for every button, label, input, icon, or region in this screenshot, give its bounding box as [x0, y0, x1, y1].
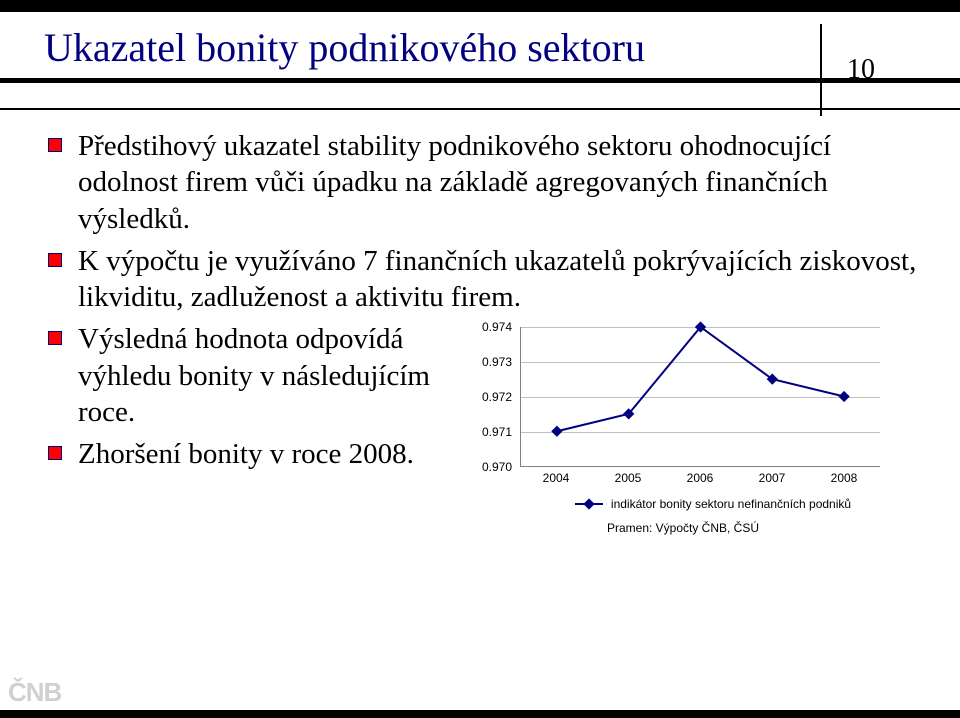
- x-tick-label: 2007: [759, 471, 786, 485]
- y-tick-label: 0.971: [482, 425, 512, 439]
- bullet-text: Zhoršení bonity v roce 2008.: [78, 436, 414, 472]
- lower-row: Výsledná hodnota odpovídá výhledu bonity…: [48, 321, 920, 551]
- content: Předstihový ukazatel stability podnikové…: [48, 128, 920, 551]
- chart-column: 0.974 0.973 0.972 0.971 0.970: [468, 321, 920, 551]
- x-tick-label: 2006: [687, 471, 714, 485]
- chart-legend: indikátor bonity sektoru nefinančních po…: [528, 497, 898, 511]
- bullet-icon: [48, 446, 62, 460]
- x-axis: 2004 2005 2006 2007 2008: [520, 471, 880, 491]
- y-tick-label: 0.973: [482, 355, 512, 369]
- x-tick-label: 2004: [543, 471, 570, 485]
- header-subdivider: [0, 108, 960, 110]
- x-tick-label: 2005: [615, 471, 642, 485]
- legend-label: indikátor bonity sektoru nefinančních po…: [611, 497, 851, 511]
- bullet-icon: [48, 138, 62, 152]
- top-band: [0, 0, 960, 12]
- y-axis: 0.974 0.973 0.972 0.971 0.970: [468, 323, 516, 471]
- plot-area: [520, 327, 880, 467]
- legend-marker-icon: [575, 503, 603, 505]
- bullet-icon: [48, 331, 62, 345]
- chart-source: Pramen: Výpočty ČNB, ČSÚ: [468, 521, 898, 535]
- page-title: Ukazatel bonity podnikového sektoru: [0, 24, 960, 71]
- header: Ukazatel bonity podnikového sektoru 10: [0, 24, 960, 116]
- y-tick-label: 0.970: [482, 460, 512, 474]
- bullet-item: Výsledná hodnota odpovídá výhledu bonity…: [48, 321, 468, 430]
- bullet-icon: [48, 253, 62, 267]
- y-tick-label: 0.972: [482, 390, 512, 404]
- bullet-item: Zhoršení bonity v roce 2008.: [48, 436, 468, 472]
- header-divider: [0, 78, 960, 83]
- line-plot-svg: [521, 327, 880, 466]
- bullet-text: Výsledná hodnota odpovídá výhledu bonity…: [78, 321, 468, 430]
- bullet-text: K výpočtu je využíváno 7 finančních ukaz…: [78, 243, 920, 316]
- bullet-text: Předstihový ukazatel stability podnikové…: [78, 128, 920, 237]
- x-tick-label: 2008: [831, 471, 858, 485]
- page-number: 10: [820, 24, 900, 116]
- bonity-chart: 0.974 0.973 0.972 0.971 0.970: [468, 321, 898, 551]
- bullet-item: K výpočtu je využíváno 7 finančních ukaz…: [48, 243, 920, 316]
- left-column: Výsledná hodnota odpovídá výhledu bonity…: [48, 321, 468, 551]
- logo: ČNB: [8, 677, 82, 708]
- y-tick-label: 0.974: [482, 320, 512, 334]
- bullet-item: Předstihový ukazatel stability podnikové…: [48, 128, 920, 237]
- bottom-band: [0, 710, 960, 718]
